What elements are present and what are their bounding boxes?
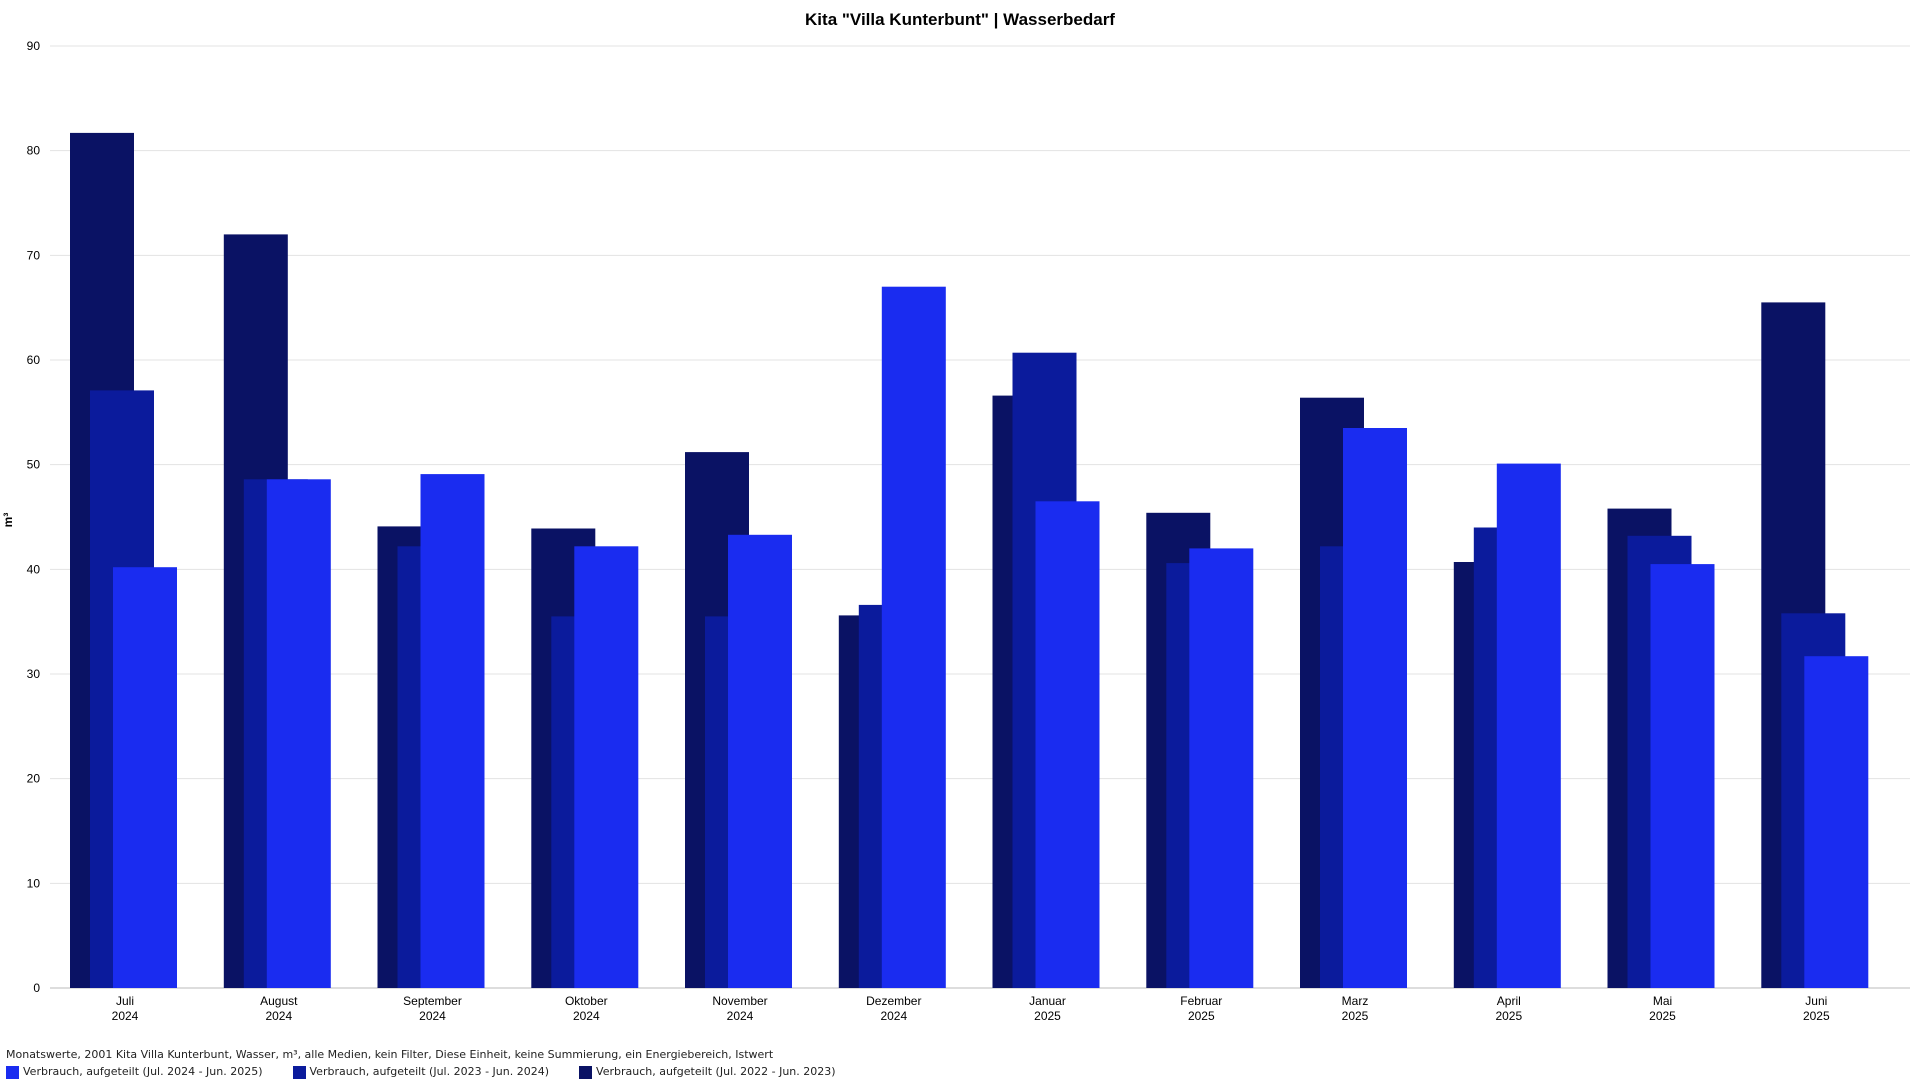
legend-swatch [6,1065,19,1079]
legend-swatch [292,1065,306,1079]
x-tick-label-year: 2024 [112,1009,139,1023]
x-tick-label-month: November [712,994,767,1008]
x-tick-label-year: 2025 [1495,1009,1522,1023]
x-tick-label-year: 2024 [573,1009,600,1023]
legend-label: Verbrauch, aufgeteilt (Jul. 2023 - Jun. … [309,1065,550,1078]
footer-description: Monatswerte, 2001 Kita Villa Kunterbunt,… [6,1048,774,1061]
y-tick-label: 50 [27,458,41,472]
chart-footer: Monatswerte, 2001 Kita Villa Kunterbunt,… [6,1048,1906,1079]
x-tick-label-month: Mai [1653,994,1672,1008]
bar-series-3[interactable] [1343,428,1407,988]
legend-item[interactable]: Verbrauch, aufgeteilt (Jul. 2024 - Jun. … [6,1065,263,1079]
x-tick-label-year: 2025 [1188,1009,1215,1023]
bar-series-3[interactable] [881,286,946,988]
x-tick-label-month: August [260,994,298,1008]
legend-swatch [579,1065,593,1079]
x-tick-label-year: 2025 [1342,1009,1369,1023]
bar-series-3[interactable] [266,479,331,988]
bar-series-3[interactable] [1650,564,1715,988]
bar-series-3[interactable] [113,567,177,988]
y-tick-label: 70 [27,248,41,262]
x-tick-label-month: Juni [1805,994,1827,1008]
x-tick-label-month: Januar [1029,994,1066,1008]
x-tick-label-year: 2024 [265,1009,292,1023]
legend: Verbrauch, aufgeteilt (Jul. 2024 - Jun. … [6,1065,1906,1079]
legend-label: Verbrauch, aufgeteilt (Jul. 2022 - Jun. … [596,1065,836,1078]
x-tick-label-month: Oktober [565,994,608,1008]
y-tick-label: 60 [27,353,41,367]
legend-item[interactable]: Verbrauch, aufgeteilt (Jul. 2022 - Jun. … [579,1065,836,1079]
legend-label: Verbrauch, aufgeteilt (Jul. 2024 - Jun. … [23,1065,263,1078]
x-tick-label-year: 2024 [727,1009,754,1023]
x-axis-labels: Juli2024August2024September2024Oktober20… [112,994,1830,1023]
y-axis-ticks: 0 10 20 30 40 50 60 70 80 90 [27,39,41,995]
x-tick-label-month: September [403,994,462,1008]
x-tick-label-month: Marz [1342,994,1369,1008]
x-tick-label-month: Dezember [866,994,921,1008]
bar-series-3[interactable] [1496,463,1561,989]
bar-series-3[interactable] [1035,501,1100,988]
y-tick-label: 80 [27,144,41,158]
chart-title: Kita "Villa Kunterbunt" | Wasserbedarf [805,10,1115,29]
bar-series-3[interactable] [1804,656,1869,988]
x-tick-label-year: 2024 [880,1009,907,1023]
y-tick-label: 10 [27,876,41,890]
bars [70,132,1869,989]
x-tick-label-year: 2025 [1803,1009,1830,1023]
x-tick-label-year: 2025 [1034,1009,1061,1023]
x-tick-label-month: Februar [1180,994,1222,1008]
x-tick-label-month: April [1497,994,1521,1008]
bar-series-3[interactable] [420,474,485,989]
y-tick-label: 90 [27,39,41,53]
y-tick-label: 30 [27,667,41,681]
bar-series-3[interactable] [1189,548,1254,988]
y-axis-label: m³ [1,513,15,528]
x-tick-label-year: 2025 [1649,1009,1676,1023]
x-tick-label-month: Juli [116,994,134,1008]
x-tick-label-year: 2024 [419,1009,446,1023]
bar-series-3[interactable] [574,546,639,988]
grid-lines [50,45,1910,989]
y-tick-label: 20 [27,772,41,786]
y-tick-label: 40 [27,562,41,576]
bar-series-3[interactable] [728,534,792,988]
legend-item[interactable]: Verbrauch, aufgeteilt (Jul. 2023 - Jun. … [292,1065,550,1079]
y-tick-label: 0 [33,981,40,995]
